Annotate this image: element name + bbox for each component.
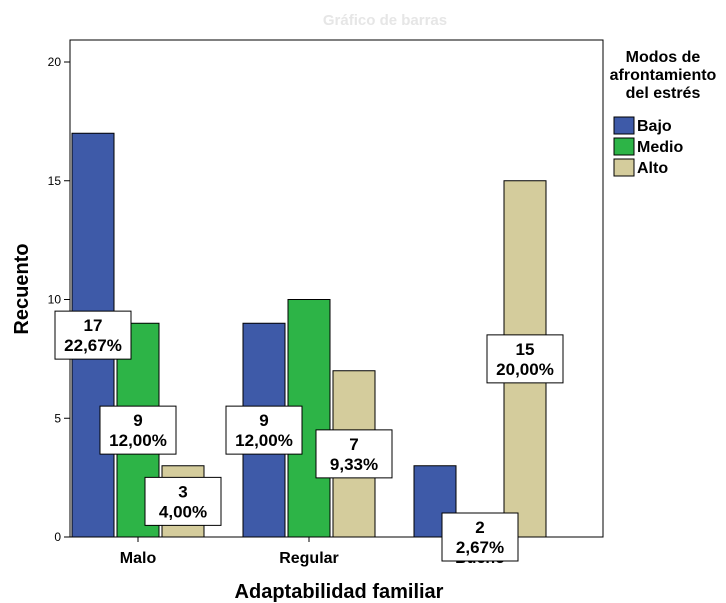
y-tick-label: 10 [48,293,62,307]
legend-title: del estrés [626,85,701,102]
data-label-box [99,405,177,455]
data-label-box [225,405,303,455]
legend-swatch-alto [613,158,635,177]
data-label-percent: 2,67% [456,538,504,557]
data-label-percent: 20,00% [496,360,554,379]
y-tick-label: 5 [54,411,61,425]
data-label-percent: 12,00% [109,431,167,450]
legend-label: Medio [637,139,683,156]
data-label-box [54,310,132,360]
data-label-count: 2 [475,518,484,537]
data-label-box [486,334,564,384]
data-label-box [315,429,393,479]
data-label-count: 9 [133,411,142,430]
legend-title: Modos de [626,49,701,66]
data-label: 912,00% [99,405,177,455]
y-axis-label: Recuento [11,243,33,334]
chart-title: Gráfico de barras [323,12,447,29]
x-tick-label: Malo [120,550,157,567]
x-tick-label: Regular [279,550,339,567]
x-axis-label: Adaptabilidad familiar [235,581,444,603]
bars-layer [71,132,547,538]
legend-swatch-medio [613,137,635,156]
y-tick-label: 20 [48,55,62,69]
data-label-count: 17 [84,316,103,335]
data-label: 34,00% [144,476,222,526]
data-label-count: 9 [259,411,268,430]
data-label-count: 15 [516,340,535,359]
legend-label: Bajo [637,118,672,135]
data-label-percent: 12,00% [235,431,293,450]
y-tick-label: 0 [54,530,61,544]
data-label-count: 7 [349,435,358,454]
data-label-percent: 9,33% [330,455,378,474]
legend-label: Alto [637,160,668,177]
data-label-box [441,512,519,562]
y-tick-label: 15 [48,174,62,188]
data-label: 912,00% [225,405,303,455]
data-label: 79,33% [315,429,393,479]
legend-title: afrontamiento [610,67,717,84]
data-label-percent: 22,67% [64,336,122,355]
legend-swatch-bajo [613,116,635,135]
data-label-box [144,476,222,526]
data-label-count: 3 [178,482,187,501]
data-label: 22,67% [441,512,519,562]
data-label-percent: 4,00% [159,502,207,521]
